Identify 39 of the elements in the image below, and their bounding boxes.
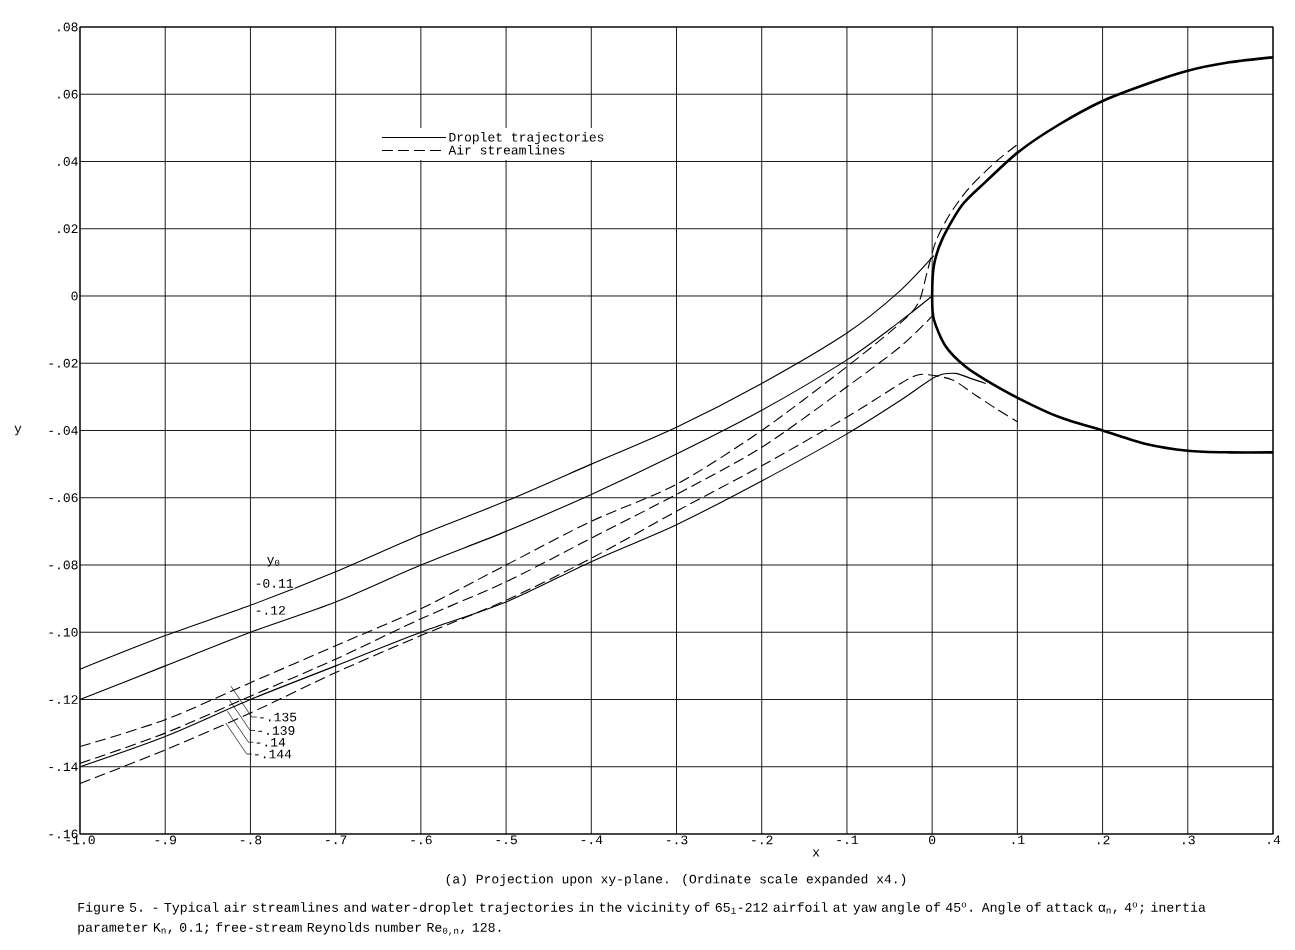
y-tick-label: -.06 xyxy=(49,493,78,503)
x-tick-label: -.6 xyxy=(411,835,432,845)
annotation: -.14 xyxy=(256,737,286,747)
y-tick-label: -.10 xyxy=(49,627,78,637)
x-tick-label: 0 xyxy=(929,835,936,845)
x-tick-label: .1 xyxy=(1012,835,1025,845)
legend-label: Air streamlines xyxy=(448,144,565,155)
x-axis-title: x xyxy=(812,849,820,857)
y-axis-title: y xyxy=(14,425,22,436)
annotation: y$_{0}$ xyxy=(267,556,280,567)
y-tick-label: 0 xyxy=(71,291,78,301)
x-tick-label: -.9 xyxy=(155,835,177,845)
annotation: -0.11 xyxy=(256,578,293,588)
x-tick-label: -.8 xyxy=(240,835,262,845)
x-tick-label: .4 xyxy=(1268,835,1281,845)
y-tick-label: -.02 xyxy=(49,358,78,368)
x-tick-label: -.5 xyxy=(496,835,517,845)
x-tick-label: -.2 xyxy=(752,835,773,845)
y-tick-label: -.12 xyxy=(49,695,78,704)
x-tick-label: -.3 xyxy=(666,835,688,845)
y-tick-label: -.14 xyxy=(49,762,78,772)
annotation: -.135 xyxy=(260,712,297,722)
y-tick-label: .04 xyxy=(58,157,78,166)
y-tick-label: -.08 xyxy=(49,560,78,570)
x-tick-label: -.4 xyxy=(581,835,603,845)
x-tick-label: -.7 xyxy=(326,835,347,845)
x-tick-label: -.1 xyxy=(837,835,858,845)
x-tick-label: .2 xyxy=(1097,835,1110,845)
x-tick-label: .3 xyxy=(1183,835,1195,845)
text: (a) Projection upon xy-plane. (Ordinate scale expanded x4.) xyxy=(446,873,906,887)
y-tick-label: .06 xyxy=(58,89,78,99)
y-tick-label: -.04 xyxy=(49,426,78,435)
text: Figure 5. - Typical air streamlines and water-droplet trajectories in the vicinity of 65$_{1}$-212 airfoil at yaw angle of 45$^{o}$. Angle of attack α$_{n}$, 4$^{o}$; inertia parameter K$_{n}$, 0.1; free-stream Reynolds number Re$_{0,n}$, 128. xyxy=(78,902,1206,936)
annotation: -.139 xyxy=(258,726,295,735)
annotation: -.144 xyxy=(255,749,292,759)
legend-label: Droplet trajectories xyxy=(449,132,604,145)
annotation: -.12 xyxy=(256,605,285,615)
y-tick-label: .02 xyxy=(58,224,78,234)
y-tick-label: .08 xyxy=(58,22,78,32)
